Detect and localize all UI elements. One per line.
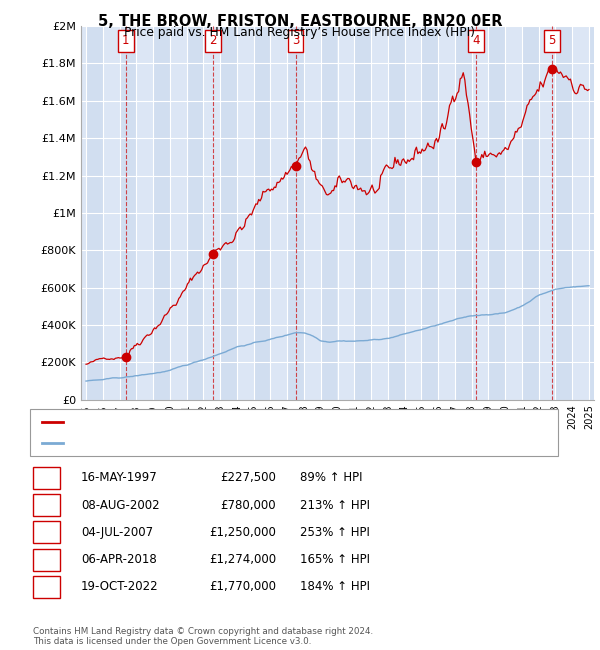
Bar	[287, 26, 304, 400]
Text: 06-APR-2018: 06-APR-2018	[81, 553, 157, 566]
Bar	[556, 26, 572, 400]
Text: 19-OCT-2022: 19-OCT-2022	[81, 580, 158, 593]
Text: 213% ↑ HPI: 213% ↑ HPI	[300, 499, 370, 512]
Text: £227,500: £227,500	[220, 471, 276, 484]
Bar	[388, 26, 404, 400]
Bar	[522, 26, 539, 400]
Text: 4: 4	[472, 34, 480, 47]
Text: 253% ↑ HPI: 253% ↑ HPI	[300, 526, 370, 539]
Bar	[86, 26, 103, 400]
Bar	[254, 26, 271, 400]
Bar	[455, 26, 472, 400]
Text: 2: 2	[209, 34, 217, 47]
Bar	[321, 26, 337, 400]
Text: £1,274,000: £1,274,000	[209, 553, 276, 566]
Text: 08-AUG-2002: 08-AUG-2002	[81, 499, 160, 512]
Text: 184% ↑ HPI: 184% ↑ HPI	[300, 580, 370, 593]
Text: 3: 3	[43, 526, 50, 539]
Bar	[589, 26, 594, 400]
Bar	[354, 26, 371, 400]
Text: Contains HM Land Registry data © Crown copyright and database right 2024.: Contains HM Land Registry data © Crown c…	[33, 627, 373, 636]
Text: 4: 4	[43, 553, 50, 566]
Text: 3: 3	[292, 34, 299, 47]
Bar	[119, 26, 136, 400]
Text: 1: 1	[43, 471, 50, 484]
Text: 5, THE BROW, FRISTON, EASTBOURNE, BN20 0ER: 5, THE BROW, FRISTON, EASTBOURNE, BN20 0…	[98, 14, 502, 29]
Bar	[153, 26, 170, 400]
Text: HPI: Average price, detached house, Wealden: HPI: Average price, detached house, Weal…	[67, 438, 305, 448]
Text: £1,250,000: £1,250,000	[209, 526, 276, 539]
Text: Price paid vs. HM Land Registry’s House Price Index (HPI): Price paid vs. HM Land Registry’s House …	[125, 26, 476, 39]
Text: This data is licensed under the Open Government Licence v3.0.: This data is licensed under the Open Gov…	[33, 637, 311, 646]
Text: 5: 5	[548, 34, 556, 47]
Text: 2: 2	[43, 499, 50, 512]
Bar	[421, 26, 438, 400]
Text: 5: 5	[43, 580, 50, 593]
Bar	[187, 26, 203, 400]
Text: 5, THE BROW, FRISTON, EASTBOURNE, BN20 0ER (detached house): 5, THE BROW, FRISTON, EASTBOURNE, BN20 0…	[67, 417, 419, 427]
Text: 1: 1	[122, 34, 130, 47]
Text: £780,000: £780,000	[220, 499, 276, 512]
Text: £1,770,000: £1,770,000	[209, 580, 276, 593]
Bar	[488, 26, 505, 400]
Text: 04-JUL-2007: 04-JUL-2007	[81, 526, 153, 539]
Text: 165% ↑ HPI: 165% ↑ HPI	[300, 553, 370, 566]
Text: 89% ↑ HPI: 89% ↑ HPI	[300, 471, 362, 484]
Text: 16-MAY-1997: 16-MAY-1997	[81, 471, 158, 484]
Bar	[220, 26, 237, 400]
